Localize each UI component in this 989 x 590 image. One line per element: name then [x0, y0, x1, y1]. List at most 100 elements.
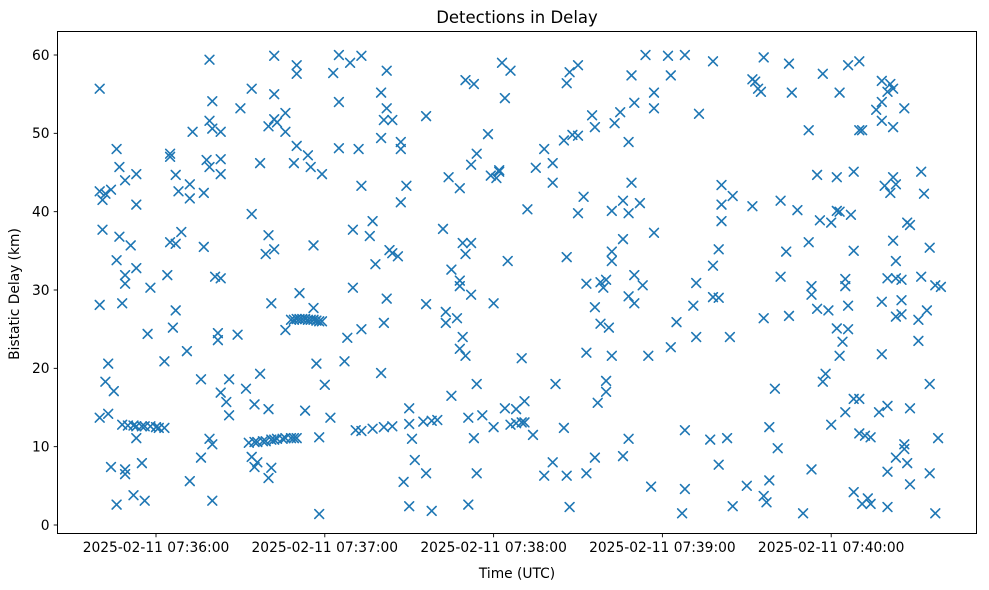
- data-point: [865, 432, 876, 443]
- data-point: [311, 358, 322, 369]
- data-point: [747, 201, 758, 212]
- data-point: [882, 501, 893, 513]
- data-point: [826, 217, 837, 228]
- data-point: [314, 508, 325, 520]
- data-point: [370, 259, 381, 270]
- data-point: [547, 157, 558, 169]
- data-point: [572, 130, 584, 141]
- data-point: [291, 432, 302, 444]
- data-point: [280, 324, 291, 336]
- data-point: [606, 246, 617, 257]
- data-point: [395, 143, 406, 155]
- data-point: [465, 237, 477, 249]
- data-point: [572, 208, 584, 219]
- data-point: [876, 296, 887, 307]
- data-point: [792, 204, 803, 216]
- data-point: [522, 204, 533, 215]
- data-point: [662, 50, 674, 61]
- data-point: [899, 443, 910, 455]
- data-point: [676, 508, 688, 519]
- data-point: [769, 383, 781, 394]
- data-point: [468, 78, 480, 90]
- data-point: [581, 468, 592, 479]
- data-point: [921, 305, 933, 316]
- data-point: [364, 230, 375, 242]
- data-point: [688, 300, 699, 311]
- data-point: [781, 246, 792, 257]
- data-point: [488, 421, 499, 433]
- data-point: [882, 466, 893, 477]
- data-point: [758, 490, 769, 502]
- data-point: [139, 495, 150, 506]
- data-point: [103, 358, 114, 369]
- data-point: [204, 115, 215, 126]
- data-point: [119, 278, 131, 289]
- data-point: [375, 132, 387, 144]
- x-tick-label: 2025-02-11 07:36:00: [83, 540, 230, 556]
- data-point: [465, 289, 477, 300]
- data-point: [131, 199, 142, 210]
- data-point: [902, 457, 913, 469]
- data-point: [314, 432, 325, 443]
- data-point: [637, 280, 648, 291]
- y-tick-label: 10: [32, 439, 50, 455]
- data-point: [899, 439, 910, 450]
- data-point: [885, 187, 896, 199]
- data-point: [308, 240, 319, 251]
- data-point: [679, 49, 691, 61]
- data-point: [235, 103, 246, 114]
- data-point: [491, 172, 502, 184]
- data-point: [904, 479, 916, 490]
- data-point: [471, 148, 482, 159]
- data-point: [105, 184, 117, 195]
- data-point: [145, 282, 156, 293]
- data-point: [344, 57, 356, 68]
- data-point: [561, 78, 572, 89]
- data-point: [606, 255, 617, 267]
- data-point: [935, 281, 947, 293]
- data-point: [896, 295, 907, 306]
- data-point: [333, 96, 345, 108]
- data-point: [783, 58, 795, 69]
- data-point: [105, 461, 117, 473]
- data-point: [539, 470, 550, 481]
- data-point: [716, 215, 727, 227]
- data-point: [840, 273, 851, 285]
- data-point: [378, 317, 390, 329]
- data-point: [271, 117, 283, 128]
- data-point: [648, 103, 660, 114]
- data-point: [823, 305, 834, 316]
- data-point: [716, 179, 727, 191]
- data-point: [204, 54, 215, 65]
- data-point: [806, 280, 817, 292]
- data-point: [97, 194, 108, 206]
- y-tick-label: 20: [32, 361, 50, 377]
- data-point: [629, 97, 640, 108]
- data-point: [440, 317, 451, 329]
- scatter-points: [94, 49, 947, 520]
- data-point: [162, 269, 173, 281]
- data-point: [353, 143, 364, 155]
- data-point: [280, 126, 291, 137]
- data-point: [924, 242, 935, 253]
- data-point: [432, 414, 443, 426]
- data-point: [558, 422, 570, 434]
- data-point: [764, 475, 775, 486]
- data-point: [882, 86, 893, 97]
- data-point: [367, 215, 378, 227]
- data-point: [505, 65, 516, 76]
- data-point: [547, 457, 558, 468]
- y-tick-label: 50: [32, 126, 50, 142]
- data-point: [266, 298, 277, 309]
- data-point: [381, 103, 392, 114]
- data-point: [505, 419, 516, 430]
- data-point: [713, 292, 724, 303]
- data-point: [173, 186, 184, 197]
- data-point: [665, 70, 676, 81]
- y-tick-labels: 0 10 20 30 40 50 60: [32, 48, 50, 534]
- data-point: [94, 83, 105, 94]
- y-axis-label: Bistatic Delay (km): [7, 228, 23, 360]
- data-point: [856, 498, 868, 510]
- data-point: [477, 410, 488, 421]
- data-point: [263, 403, 274, 415]
